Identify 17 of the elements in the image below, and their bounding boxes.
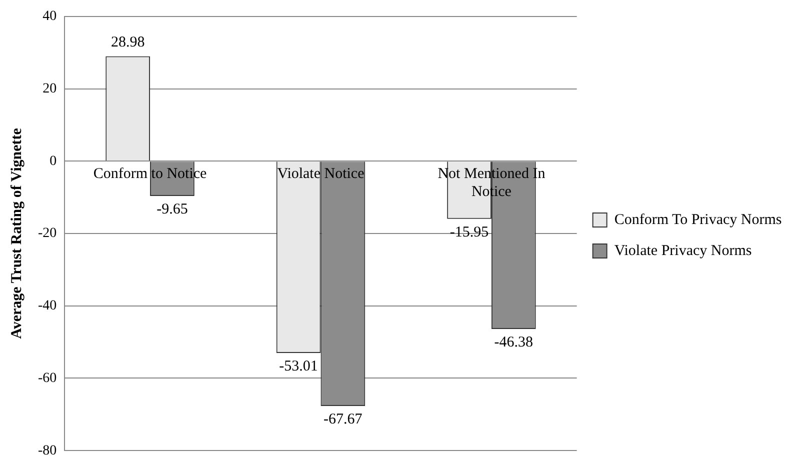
data-label: -9.65 (156, 201, 188, 218)
y-tick-label: 40 (42, 9, 57, 24)
y-tick-label: -60 (38, 370, 57, 386)
legend-label: Violate Privacy Norms (614, 242, 752, 259)
y-tick-label: 0 (50, 154, 57, 169)
y-tick-label: 20 (42, 81, 57, 96)
legend-label: Conform To Privacy Norms (614, 212, 782, 228)
data-label: -46.38 (494, 334, 534, 350)
data-label: 28.98 (110, 34, 145, 51)
x-tick-label: Violate Notice (277, 166, 365, 182)
y-axis-title: Average Trust Rating of Vignette (8, 128, 25, 339)
data-label: -15.95 (450, 224, 489, 240)
y-tick-label: -40 (38, 298, 57, 314)
data-label: -67.67 (324, 411, 363, 428)
data-label: -53.01 (279, 358, 318, 374)
y-tick-label: -20 (38, 226, 57, 242)
y-tick-label: -80 (38, 443, 57, 458)
